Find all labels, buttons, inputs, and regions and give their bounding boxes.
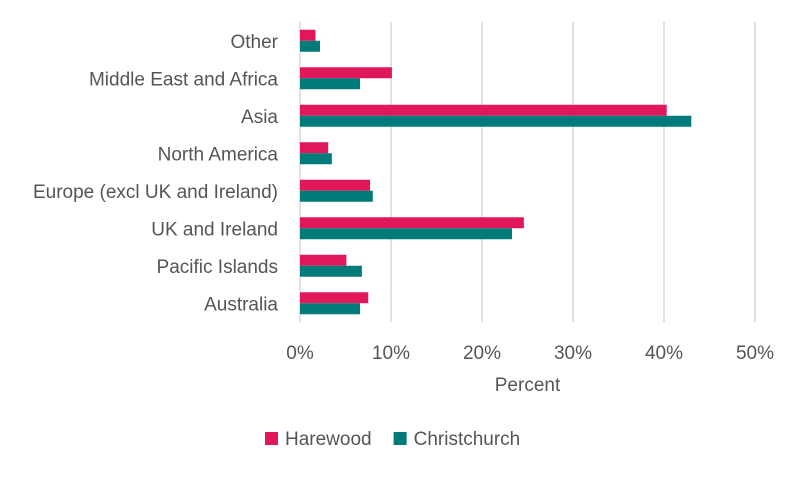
x-tick-50: 50%: [736, 343, 774, 364]
bar-christchurch-pacific-islands: [300, 265, 362, 277]
legend-label-harewood: Harewood: [285, 429, 372, 450]
category-label-asia: Asia: [241, 107, 278, 128]
bar-christchurch-middle-east-and-africa: [300, 78, 361, 90]
bar-harewood-europe-excl-uk-and-ireland: [300, 179, 371, 191]
bar-christchurch-asia: [300, 115, 692, 127]
category-label-australia: Australia: [204, 294, 278, 315]
category-label-north-america: North America: [158, 144, 279, 165]
x-tick-0: 0%: [286, 343, 314, 364]
category-labels: Other Middle East and Africa Asia North Ame…: [33, 32, 279, 316]
category-label-other: Other: [230, 32, 278, 53]
category-label-uk-and-ireland: UK and Ireland: [151, 219, 278, 240]
bar-harewood-pacific-islands: [300, 254, 347, 266]
gridlines: [299, 22, 756, 322]
bar-harewood-australia: [300, 292, 369, 304]
category-label-pacific-islands: Pacific Islands: [157, 257, 278, 278]
bar-harewood-uk-and-ireland: [300, 217, 524, 229]
bar-harewood-asia: [300, 104, 667, 116]
bar-harewood-north-america: [300, 142, 329, 154]
x-tick-labels: 0% 10% 20% 30% 40% 50%: [286, 343, 774, 364]
category-label-europe-excl-uk-and-ireland: Europe (excl UK and Ireland): [33, 182, 278, 203]
legend: Harewood Christchurch: [265, 429, 520, 450]
category-label-middle-east-and-africa: Middle East and Africa: [89, 69, 278, 90]
x-tick-10: 10%: [372, 343, 410, 364]
x-tick-40: 40%: [645, 343, 683, 364]
bar-harewood-other: [300, 29, 316, 41]
bars: [300, 29, 692, 315]
bar-harewood-middle-east-and-africa: [300, 67, 392, 79]
legend-swatch-christchurch: [393, 432, 407, 445]
bar-christchurch-uk-and-ireland: [300, 228, 513, 240]
bar-christchurch-other: [300, 40, 321, 52]
legend-swatch-harewood: [265, 432, 278, 445]
bar-christchurch-europe-excl-uk-and-ireland: [300, 190, 373, 202]
x-tick-20: 20%: [463, 343, 501, 364]
legend-label-christchurch: Christchurch: [414, 429, 521, 450]
bar-christchurch-north-america: [300, 153, 332, 165]
x-axis-title: Percent: [495, 375, 561, 396]
x-tick-30: 30%: [554, 343, 592, 364]
bar-christchurch-australia: [300, 303, 361, 315]
